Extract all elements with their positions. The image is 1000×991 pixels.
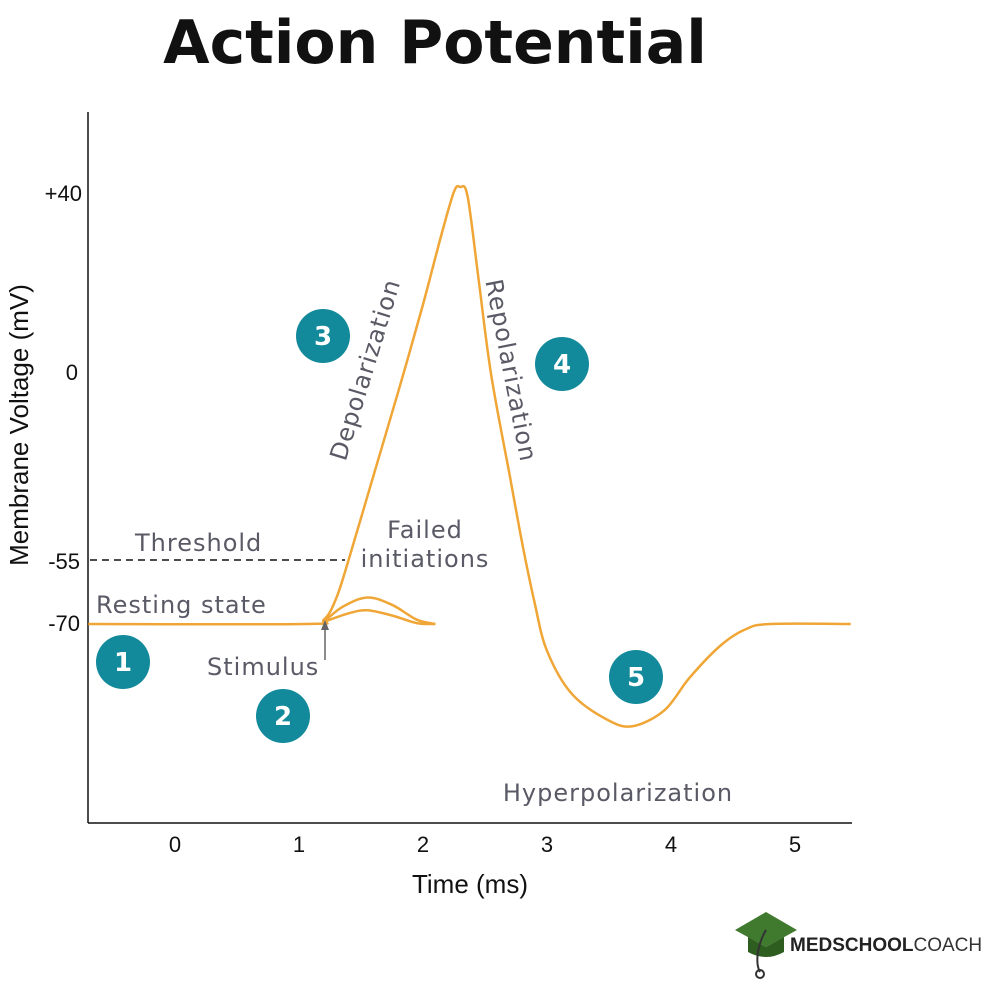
x-tick-label: 0: [169, 832, 181, 857]
resting-state-label: Resting state: [96, 591, 267, 619]
step-badge-1: 1: [96, 635, 150, 689]
x-tick-label: 1: [293, 832, 305, 857]
threshold-label: Threshold: [134, 529, 262, 557]
depolarization-label: Depolarization: [324, 276, 406, 464]
action-potential-curve: [88, 184, 851, 728]
step-badge-number: 5: [627, 663, 645, 693]
y-tick-label: -55: [48, 549, 80, 574]
step-badge-4: 4: [535, 337, 589, 391]
x-tick-label: 4: [665, 832, 677, 857]
y-tick-label: -70: [48, 611, 80, 636]
step-badge-5: 5: [609, 650, 663, 704]
repolarization-label: Repolarization: [479, 277, 542, 464]
x-tick-label: 2: [417, 832, 429, 857]
failed-label-line2: initiations: [361, 545, 490, 573]
logo-bold-text: MEDSCHOOL: [790, 935, 914, 956]
step-badge-3: 3: [296, 309, 350, 363]
medschoolcoach-logo: MEDSCHOOLCOACH: [735, 912, 982, 979]
failed-initiation-low-curve: [323, 609, 436, 626]
step-badge-number: 3: [314, 322, 332, 352]
x-axis-label: Time (ms): [412, 869, 528, 899]
x-tick-label: 3: [541, 832, 553, 857]
page-title: Action Potential: [163, 8, 707, 78]
stimulus-arrowhead: [321, 620, 329, 630]
failed-label-line1: Failed: [387, 516, 463, 544]
step-badge-number: 2: [274, 702, 292, 732]
hyperpolarization-label: Hyperpolarization: [503, 779, 733, 807]
y-tick-label: +40: [45, 181, 82, 206]
logo-wordmark: MEDSCHOOLCOACH: [790, 935, 982, 956]
y-tick-label: 0: [66, 360, 78, 385]
x-tick-labels: 0 1 2 3 4 5: [169, 832, 801, 857]
x-tick-label: 5: [789, 832, 801, 857]
step-badge-number: 1: [114, 648, 132, 678]
step-badge-2: 2: [256, 689, 310, 743]
graduation-cap-icon: [735, 912, 797, 979]
stimulus-label: Stimulus: [207, 653, 319, 681]
voltage-curves: [88, 184, 851, 728]
y-axis-label: Membrane Voltage (mV): [4, 284, 34, 566]
step-badge-number: 4: [553, 350, 571, 380]
logo-light-text: COACH: [914, 935, 983, 956]
failed-initiation-high-curve: [322, 596, 436, 626]
